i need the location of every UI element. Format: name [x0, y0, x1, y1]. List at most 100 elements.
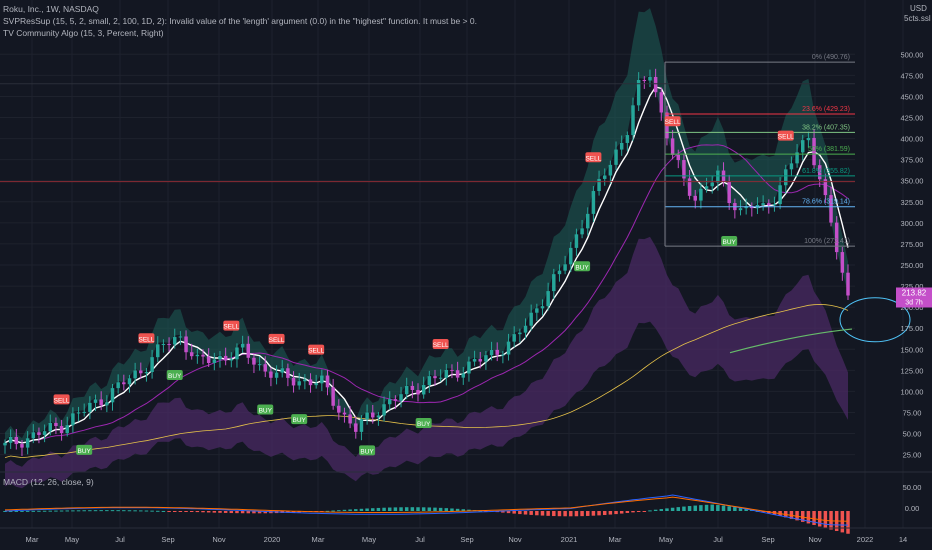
candle-body[interactable] [806, 137, 811, 141]
indicator-svpressup-legend[interactable]: SVPResSup (15, 5, 2, small, 2, 100, 1D, … [3, 16, 477, 26]
candle-body[interactable] [676, 154, 681, 161]
candle-body[interactable] [540, 306, 545, 309]
candle-body[interactable] [359, 419, 364, 432]
sell-signal[interactable]: SELL [432, 339, 449, 350]
buy-signal[interactable]: BUY [166, 369, 183, 380]
candle-body[interactable] [54, 422, 58, 427]
sell-signal[interactable]: SELL [223, 320, 240, 331]
candle-body[interactable] [184, 336, 188, 353]
candle-body[interactable] [512, 334, 516, 342]
candle-body[interactable] [784, 169, 788, 186]
candle-body[interactable] [206, 356, 211, 363]
candle-body[interactable] [25, 438, 30, 448]
candle-body[interactable] [110, 388, 115, 403]
candle-body[interactable] [535, 308, 539, 313]
candle-body[interactable] [834, 222, 839, 253]
last-price-tag[interactable] [896, 287, 932, 308]
candle-body[interactable] [308, 379, 313, 386]
buy-signal[interactable]: BUY [574, 261, 591, 272]
candle-body[interactable] [82, 411, 86, 413]
buy-signal[interactable]: BUY [721, 235, 738, 246]
candle-body[interactable] [489, 349, 494, 356]
candle-body[interactable] [20, 444, 24, 448]
candle-body[interactable] [591, 191, 596, 214]
candle-body[interactable] [625, 135, 630, 143]
candle-body[interactable] [506, 341, 511, 355]
candle-body[interactable] [71, 413, 75, 426]
macd-legend[interactable]: MACD (12, 26, close, 9) [3, 477, 94, 487]
candle-body[interactable] [574, 234, 579, 248]
candle-body[interactable] [586, 213, 590, 229]
candle-body[interactable] [767, 203, 771, 206]
candle-body[interactable] [257, 364, 262, 366]
candle-body[interactable] [240, 343, 245, 348]
candle-body[interactable] [421, 385, 426, 395]
candle-body[interactable] [433, 376, 437, 379]
candle-body[interactable] [127, 378, 132, 385]
symbol-title[interactable]: Roku, Inc., 1W, NASDAQ [3, 4, 99, 14]
candle-body[interactable] [382, 404, 386, 416]
candle-body[interactable] [427, 376, 432, 386]
candle-body[interactable] [450, 369, 454, 371]
candle-body[interactable] [823, 179, 828, 196]
candle-body[interactable] [354, 423, 358, 432]
candle-body[interactable] [144, 372, 149, 374]
candle-body[interactable] [410, 385, 415, 391]
candle-body[interactable] [778, 185, 782, 205]
candle-body[interactable] [229, 359, 234, 361]
candle-body[interactable] [3, 442, 7, 446]
candle-body[interactable] [331, 387, 335, 406]
candle-body[interactable] [218, 355, 222, 360]
candle-body[interactable] [529, 312, 533, 326]
candle-body[interactable] [563, 264, 567, 271]
candle-body[interactable] [387, 399, 392, 405]
candle-body[interactable] [133, 370, 137, 379]
candle-body[interactable] [789, 163, 794, 170]
candle-body[interactable] [178, 336, 183, 338]
candle-body[interactable] [467, 361, 471, 374]
candle-body[interactable] [189, 352, 194, 357]
candle-body[interactable] [478, 359, 482, 362]
candle-body[interactable] [716, 170, 720, 183]
candle-body[interactable] [693, 195, 697, 201]
candle-body[interactable] [365, 412, 369, 420]
candle-body[interactable] [337, 405, 341, 413]
candle-body[interactable] [116, 382, 120, 389]
candle-body[interactable] [761, 203, 765, 205]
buy-signal[interactable]: BUY [359, 445, 376, 456]
candle-body[interactable] [687, 178, 692, 196]
candle-body[interactable] [371, 412, 375, 418]
candle-body[interactable] [800, 140, 805, 153]
scale-label[interactable]: 5cts.ssl [904, 14, 931, 23]
candle-body[interactable] [812, 137, 816, 166]
candle-body[interactable] [472, 359, 477, 362]
candle-body[interactable] [297, 381, 301, 386]
sell-signal[interactable]: SELL [308, 344, 325, 355]
candle-body[interactable] [523, 325, 528, 333]
candle-body[interactable] [552, 274, 556, 292]
ellipse-drawing[interactable] [839, 297, 911, 343]
candle-body[interactable] [252, 357, 256, 365]
currency-label[interactable]: USD [910, 4, 927, 13]
candle-body[interactable] [269, 371, 273, 378]
candle-body[interactable] [653, 76, 658, 93]
candle-body[interactable] [37, 432, 41, 435]
candle-body[interactable] [122, 382, 126, 385]
candle-body[interactable] [291, 377, 296, 386]
candle-body[interactable] [376, 415, 381, 418]
candle-body[interactable] [314, 383, 318, 386]
candle-body[interactable] [303, 379, 307, 382]
sell-signal[interactable]: SELL [664, 116, 681, 127]
candle-body[interactable] [699, 188, 703, 201]
candle-body[interactable] [404, 385, 409, 395]
candle-body[interactable] [727, 181, 731, 204]
candle-body[interactable] [201, 354, 205, 357]
candle-body[interactable] [614, 149, 618, 165]
candle-body[interactable] [42, 431, 47, 435]
buy-signal[interactable]: BUY [415, 417, 432, 428]
candle-body[interactable] [546, 291, 550, 307]
candle-body[interactable] [636, 79, 641, 106]
candle-body[interactable] [438, 377, 443, 379]
candle-body[interactable] [31, 432, 36, 439]
candle-body[interactable] [246, 343, 251, 358]
